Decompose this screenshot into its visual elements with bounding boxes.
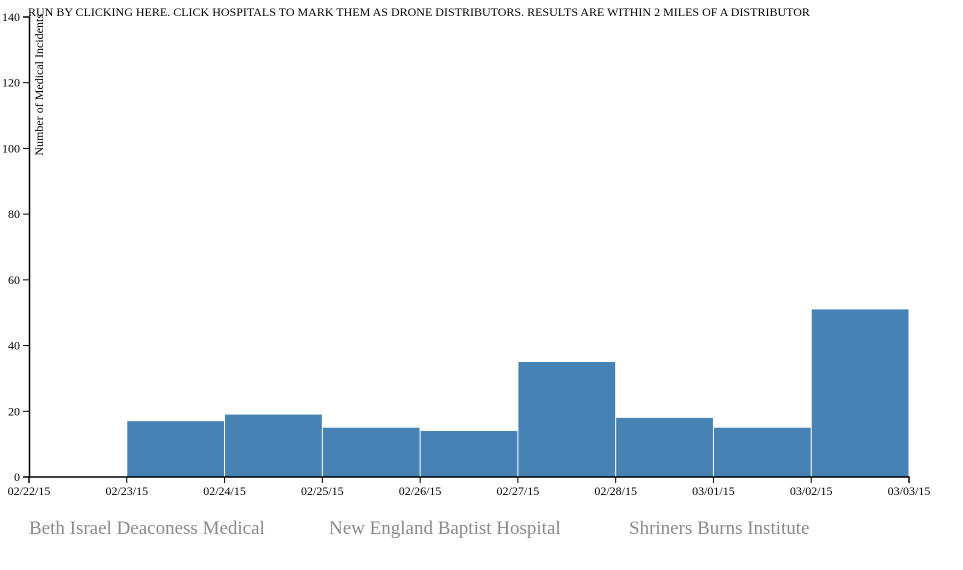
x-tick-label: 03/02/15 [790, 484, 833, 498]
y-axis: 0 20 40 60 80 100 120 140 [2, 10, 31, 484]
hospital-beth-israel[interactable]: Beth Israel Deaconess Medical [29, 518, 265, 539]
x-tick-label: 03/01/15 [692, 484, 735, 498]
y-tick-label: 60 [8, 273, 20, 287]
x-tick-label: 02/23/15 [105, 484, 148, 498]
x-tick-label: 02/28/15 [594, 484, 637, 498]
histogram-bar [616, 417, 713, 477]
run-button[interactable]: RUN BY CLICKING HERE. CLICK HOSPITALS TO… [28, 5, 810, 19]
histogram-bar [518, 362, 616, 477]
y-tick-label: 0 [14, 470, 20, 484]
histogram-bar [322, 427, 420, 477]
y-tick-label: 120 [2, 76, 20, 90]
y-axis-label: Number of Medical Incidents [32, 14, 46, 156]
histogram-bar [811, 309, 909, 477]
hospital-new-england-baptist[interactable]: New England Baptist Hospital [329, 518, 561, 539]
histogram-bar [713, 427, 811, 477]
bars-group [127, 309, 909, 477]
x-tick-label: 02/24/15 [203, 484, 246, 498]
x-tick-label: 03/03/15 [888, 484, 931, 498]
hospital-shriners-burns[interactable]: Shriners Burns Institute [629, 518, 810, 539]
x-tick-label: 02/25/15 [301, 484, 344, 498]
histogram-chart: 0 20 40 60 80 100 120 140 02/22/15 02/23/15 02/24… [2, 10, 931, 498]
y-tick-label: 100 [2, 141, 20, 155]
histogram-bar [127, 421, 225, 477]
x-axis-line [28, 476, 910, 483]
x-tick-label: 02/26/15 [399, 484, 442, 498]
x-tick-label: 02/27/15 [497, 484, 540, 498]
histogram-bar [225, 414, 322, 477]
y-tick-label: 80 [8, 207, 20, 221]
y-axis-line [23, 16, 31, 478]
y-tick-label: 40 [8, 339, 20, 353]
hospital-list: Beth Israel Deaconess Medical New Englan… [29, 518, 949, 546]
histogram-bar [420, 431, 518, 477]
x-tick-label: 02/22/15 [8, 484, 51, 498]
y-tick-label: 20 [8, 404, 20, 418]
x-axis: 02/22/15 02/23/15 02/24/15 02/25/15 02/26/15… [8, 476, 931, 498]
y-tick-label: 140 [2, 10, 20, 24]
